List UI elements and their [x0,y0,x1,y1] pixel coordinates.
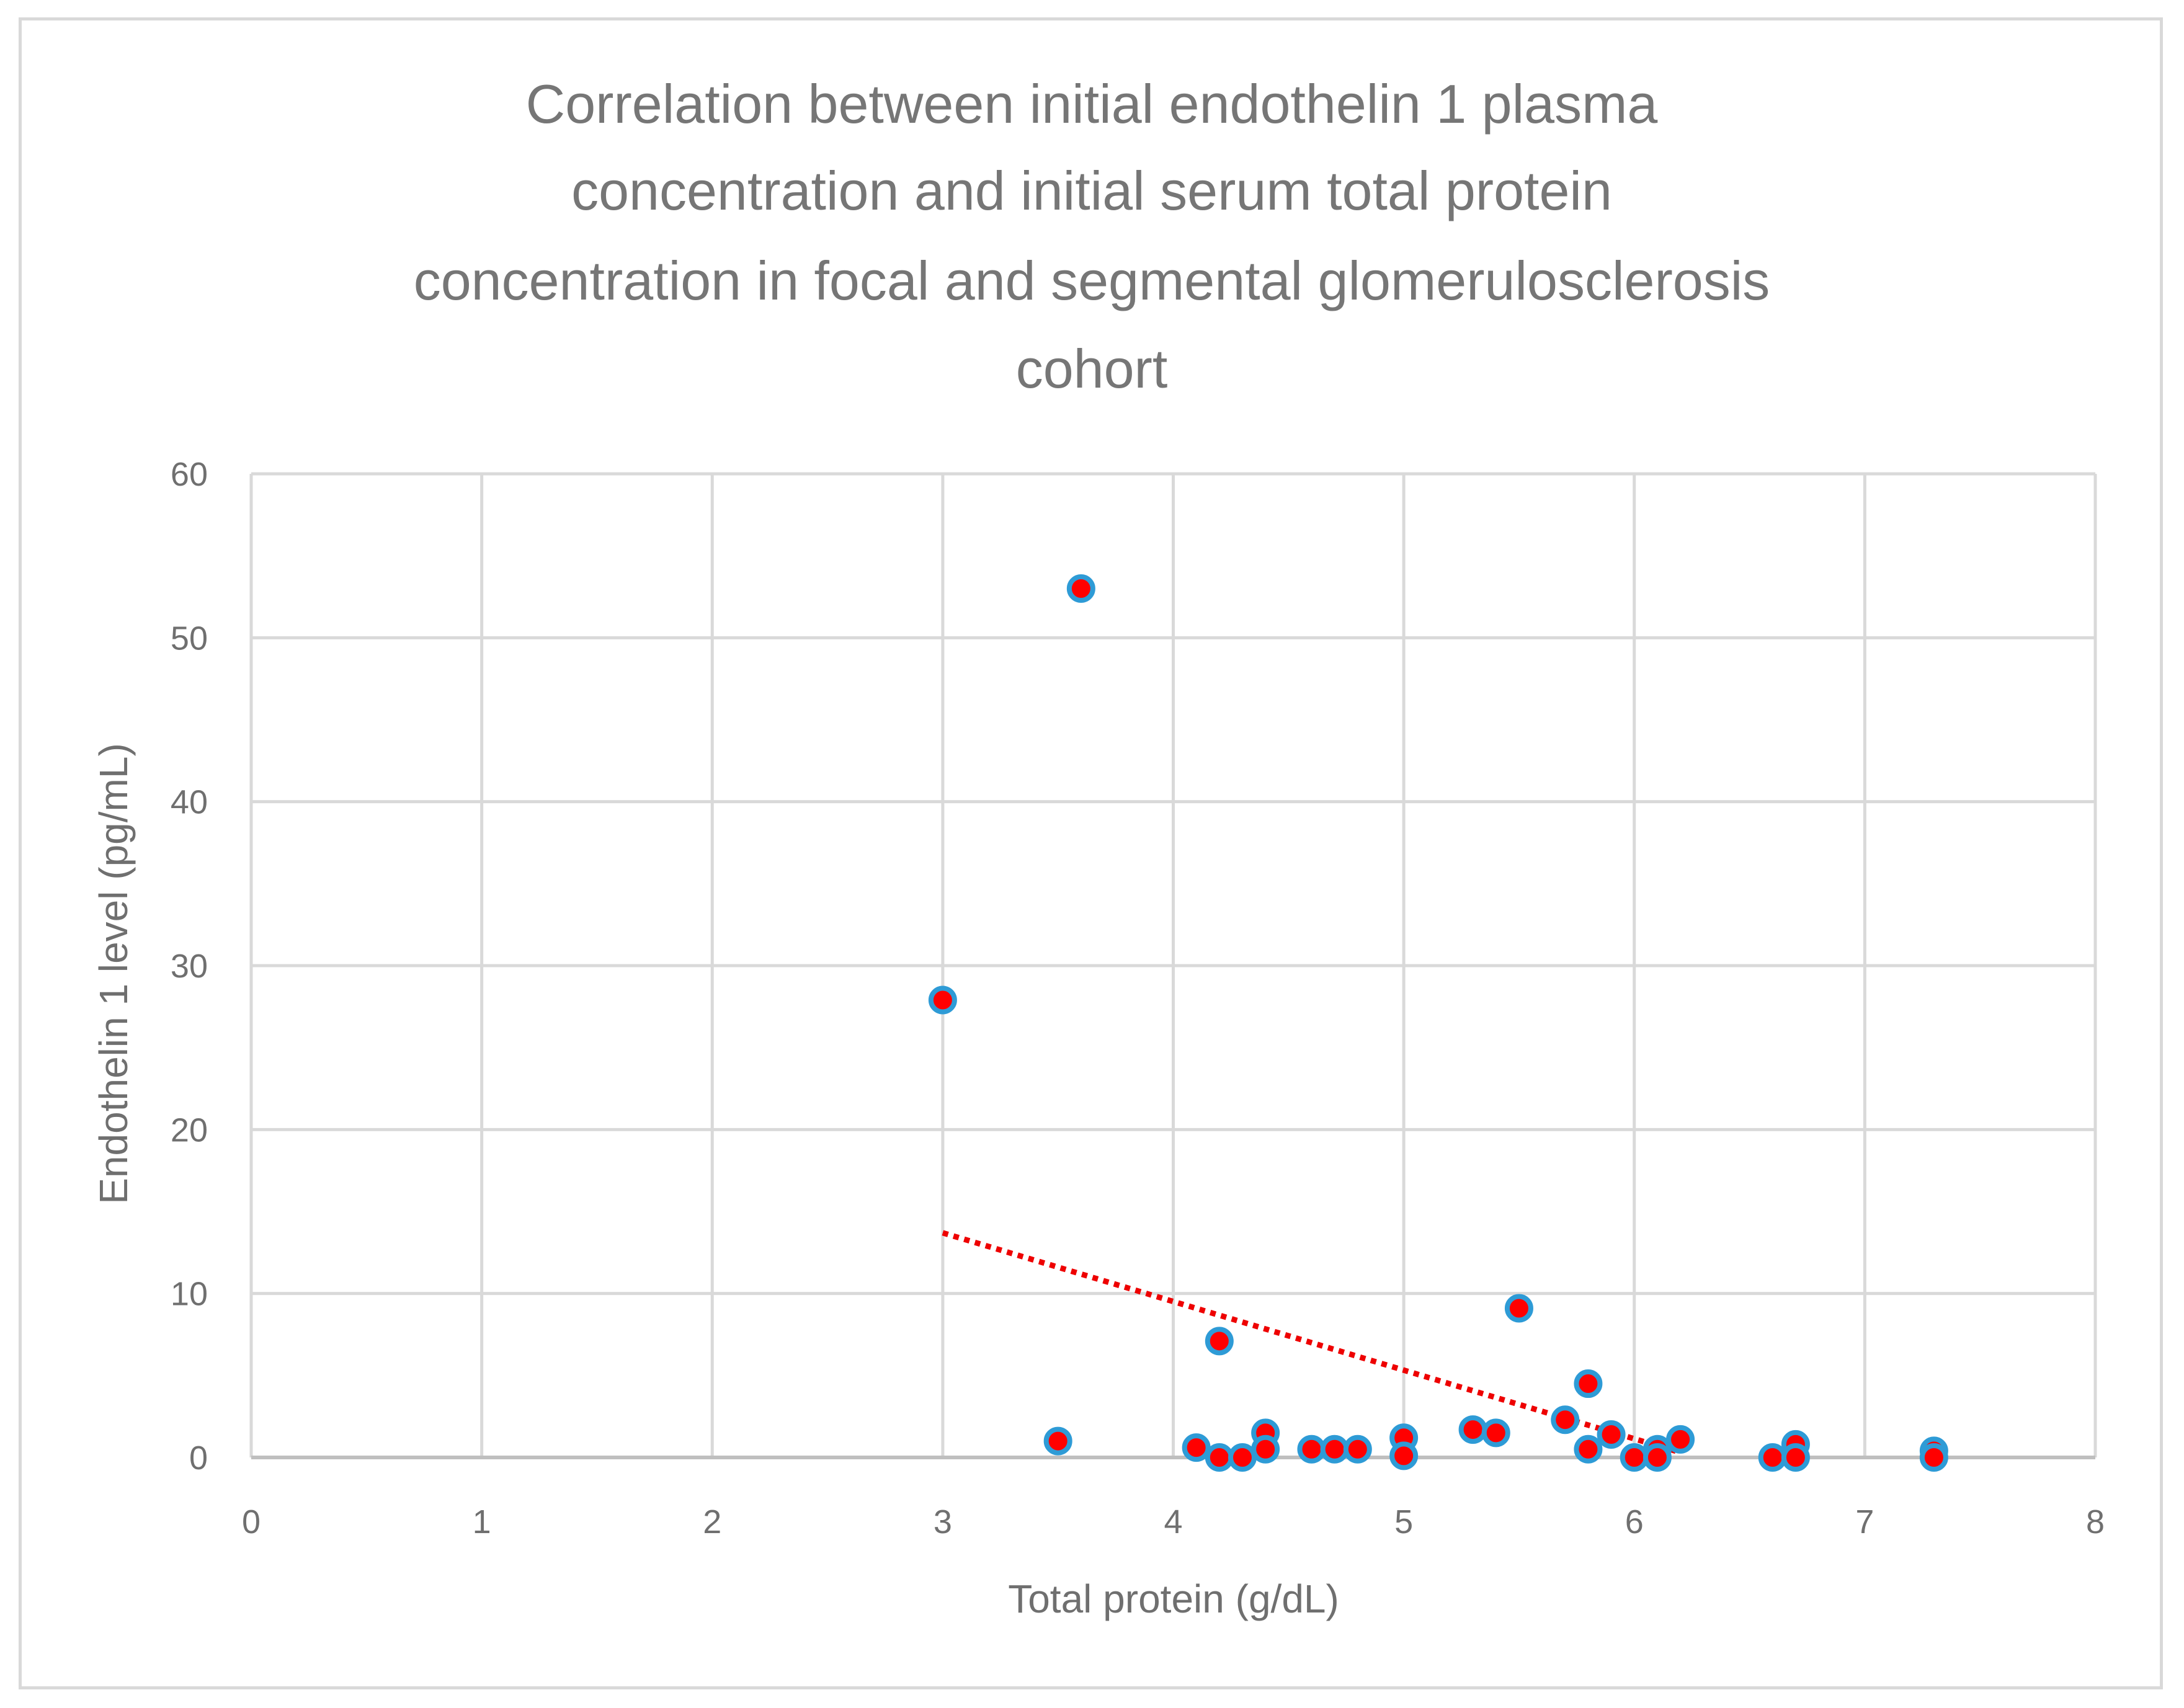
data-point [928,985,957,1015]
x-tick-label: 4 [1164,1503,1182,1541]
data-point [1182,1433,1211,1462]
y-tick-labels: 0 10 20 30 40 50 60 [171,456,208,1477]
data-point [1642,1443,1672,1472]
data-point [1758,1443,1787,1472]
chart-title-line: concentration and initial serum total pr… [571,160,1612,221]
y-tick-label: 30 [171,948,208,985]
data-point [1297,1434,1326,1464]
y-tick-label: 40 [171,784,208,821]
data-point [1458,1415,1487,1444]
data-point [1574,1434,1603,1464]
y-axis-title: Endothelin 1 level (pg/mL) [91,743,136,1204]
x-tick-label: 2 [703,1503,721,1541]
x-tick-labels: 0 1 2 3 4 5 6 7 8 [242,1503,2105,1541]
data-point [1043,1426,1072,1456]
gridlines [249,472,2097,1459]
x-tick-label: 8 [2086,1503,2105,1541]
y-tick-label: 10 [171,1276,208,1313]
data-point [1205,1443,1234,1472]
data-point [1066,574,1095,603]
data-point [1389,1441,1419,1470]
chart-title: Correlation between initial endothelin 1… [414,73,1770,399]
data-point [1551,1405,1580,1434]
y-tick-label: 20 [171,1111,208,1149]
x-tick-label: 1 [473,1503,491,1541]
data-point [1666,1425,1695,1454]
data-points [928,574,1948,1472]
x-axis-title: Total protein (g/dL) [1008,1577,1339,1621]
chart-title-line: concentration in focal and segmental glo… [414,250,1770,311]
x-tick-label: 5 [1394,1503,1413,1541]
data-point [1343,1434,1372,1464]
data-point [1620,1443,1649,1472]
x-tick-label: 6 [1625,1503,1644,1541]
data-point [1919,1443,1948,1472]
chart-title-line: cohort [1016,338,1168,399]
y-tick-label: 50 [171,620,208,657]
chart-title-line: Correlation between initial endothelin 1… [526,73,1658,135]
x-tick-label: 0 [242,1503,261,1541]
data-point [1228,1443,1257,1472]
y-tick-label: 60 [171,456,208,493]
x-tick-label: 7 [1855,1503,1874,1541]
chart-frame [19,17,2163,1689]
data-point [1481,1418,1510,1448]
data-point [1597,1420,1626,1449]
data-point [1205,1327,1234,1356]
y-tick-label: 0 [189,1439,208,1477]
data-point [1251,1434,1280,1464]
data-point [1504,1294,1533,1323]
x-tick-label: 3 [934,1503,952,1541]
data-point [1781,1443,1810,1472]
data-point [1320,1434,1349,1464]
data-point [1574,1369,1603,1399]
